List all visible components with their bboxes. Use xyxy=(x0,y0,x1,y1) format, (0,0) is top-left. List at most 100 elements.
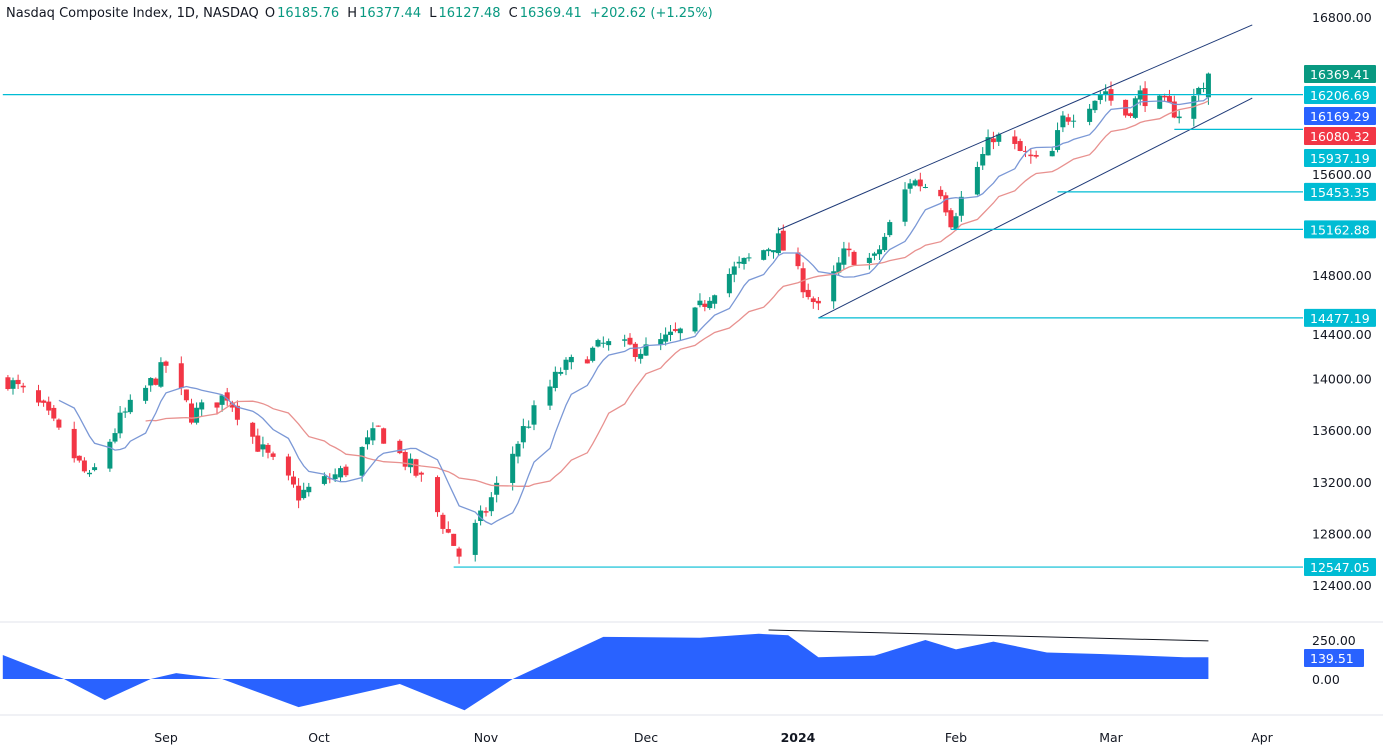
candle xyxy=(632,342,638,362)
candle xyxy=(1201,82,1207,93)
candle-body xyxy=(882,236,888,251)
candle-body xyxy=(153,378,159,385)
candle xyxy=(810,296,816,309)
candle-body xyxy=(219,395,225,405)
candle xyxy=(1055,122,1061,153)
level-price-tag-bg xyxy=(1304,220,1376,239)
price-change: +202.62 (+1.25%) xyxy=(589,6,713,21)
candle-body xyxy=(638,353,644,359)
candle-body xyxy=(1142,88,1148,107)
candle xyxy=(1060,111,1066,133)
candle-body xyxy=(127,399,133,413)
candle xyxy=(472,519,478,562)
candle-body xyxy=(702,303,708,307)
candle-body xyxy=(364,437,370,445)
candle xyxy=(943,192,949,216)
candle-body xyxy=(766,249,772,252)
candle-body xyxy=(775,233,781,254)
candle xyxy=(1065,113,1071,126)
level-price-tag-bg xyxy=(1304,182,1376,201)
candle xyxy=(1166,89,1172,103)
candle xyxy=(958,190,964,222)
candle-body xyxy=(938,189,944,197)
candle xyxy=(526,420,532,429)
candle xyxy=(87,469,92,477)
candle-body xyxy=(558,371,564,374)
candle-body xyxy=(697,300,703,306)
candle-body xyxy=(996,134,1002,142)
candle-body xyxy=(224,392,230,401)
candle xyxy=(76,455,82,463)
candle xyxy=(122,407,128,418)
candle-body xyxy=(980,153,986,166)
candle-body xyxy=(515,443,521,457)
candle xyxy=(912,178,918,187)
candle-body xyxy=(1012,136,1018,144)
candle xyxy=(338,465,344,482)
candle-body xyxy=(122,411,128,413)
ma-fast-tag-bg xyxy=(1304,107,1376,125)
candle xyxy=(515,441,521,464)
candle-body xyxy=(836,262,842,273)
candle-body xyxy=(780,230,786,251)
candle xyxy=(148,377,154,392)
candle-body xyxy=(606,341,612,346)
candle xyxy=(370,422,376,446)
price-axis-tick: 12800.00 xyxy=(1312,526,1372,541)
candle xyxy=(558,367,564,376)
candle-body xyxy=(36,390,41,403)
price-axis-tick: 13200.00 xyxy=(1312,475,1372,490)
candle-body xyxy=(107,441,113,469)
candle-body xyxy=(990,138,996,143)
level-price-tag-bg xyxy=(1304,308,1376,327)
candle-body xyxy=(327,478,333,480)
candle-body xyxy=(332,474,338,480)
candle-body xyxy=(815,300,821,304)
candle-body xyxy=(229,402,235,408)
candle-body xyxy=(301,489,307,499)
candle-body xyxy=(183,389,189,401)
candle xyxy=(408,453,414,474)
ohlc-close: C 16369.41 xyxy=(508,6,582,21)
candle xyxy=(1092,100,1098,113)
candle-body xyxy=(270,453,276,457)
candle xyxy=(117,405,123,439)
candle-body xyxy=(761,250,767,260)
time-axis-tick: Apr xyxy=(1251,730,1273,745)
candle-body xyxy=(194,407,200,423)
candle-body xyxy=(627,337,633,345)
candle-body xyxy=(1071,120,1077,122)
candle xyxy=(600,336,606,348)
candle-body xyxy=(590,347,596,361)
candle-body xyxy=(917,179,923,187)
candle-body xyxy=(112,433,118,442)
candle xyxy=(381,427,387,444)
candle xyxy=(622,334,628,347)
ohlc-open: O 16185.76 xyxy=(264,6,340,21)
candle xyxy=(56,418,62,430)
ma-fast-tag: 16169.29 xyxy=(1310,109,1370,124)
candle xyxy=(143,385,149,404)
candle-body xyxy=(953,216,959,230)
candle-body xyxy=(418,472,424,475)
candle-body xyxy=(600,342,606,344)
candle xyxy=(677,327,683,341)
candle xyxy=(375,425,381,427)
candle xyxy=(413,458,419,478)
candle-body xyxy=(1065,117,1071,122)
candle xyxy=(456,546,462,564)
candle-body xyxy=(148,378,154,386)
oscillator-value-tag: 139.51 xyxy=(1310,651,1354,666)
candle xyxy=(364,430,370,450)
candle-body xyxy=(199,402,205,410)
ma-slow-line xyxy=(145,100,1209,487)
candle-body xyxy=(1205,73,1211,98)
candle-body xyxy=(343,466,349,476)
ma-slow-tag-bg xyxy=(1304,127,1376,145)
candle xyxy=(402,450,408,471)
candle-body xyxy=(726,273,732,294)
candle xyxy=(112,428,118,444)
candle-body xyxy=(520,426,526,443)
candle-body xyxy=(1060,115,1066,128)
